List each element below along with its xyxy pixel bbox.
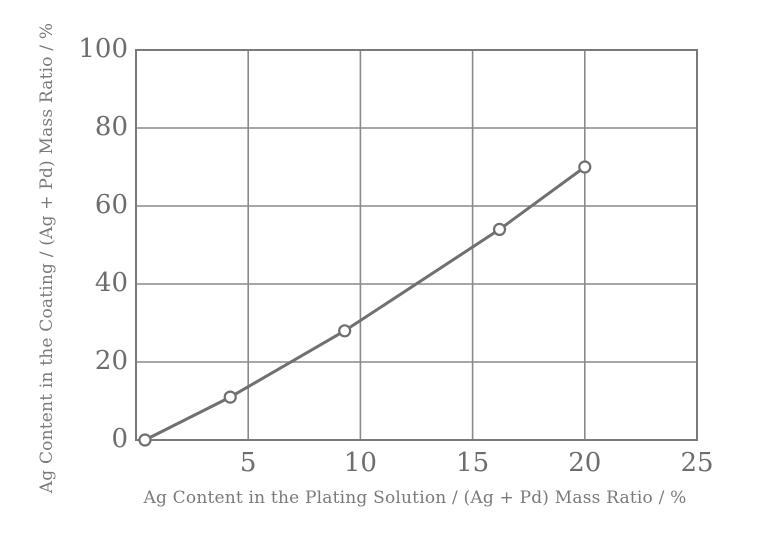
data-point-marker bbox=[578, 160, 592, 174]
data-point-marker bbox=[492, 222, 507, 236]
y-tick-label: 80 bbox=[94, 112, 128, 142]
y-tick-label: 100 bbox=[78, 34, 128, 64]
y-axis-label: Ag Content in the Coating / (Ag + Pd) Ma… bbox=[37, 22, 57, 494]
grid-lines bbox=[136, 49, 698, 441]
y-tick-label: 60 bbox=[94, 190, 128, 220]
data-point-marker bbox=[223, 390, 237, 404]
series-line bbox=[144, 165, 586, 442]
data-point-marker bbox=[338, 324, 352, 338]
y-tick-label: 40 bbox=[94, 268, 128, 298]
data-point-marker bbox=[138, 433, 152, 447]
x-tick-label: 20 bbox=[568, 448, 602, 478]
x-axis-label: Ag Content in the Plating Solution / (Ag… bbox=[143, 488, 687, 508]
y-tick-label: 0 bbox=[111, 424, 128, 454]
x-tick-label: 15 bbox=[456, 448, 490, 478]
axes-border bbox=[135, 49, 698, 441]
data-series bbox=[138, 160, 592, 447]
y-tick-label: 20 bbox=[94, 346, 128, 376]
x-tick-label: 25 bbox=[680, 448, 714, 478]
x-tick-label: 5 bbox=[239, 448, 257, 478]
axes-frame bbox=[135, 49, 698, 441]
x-tick-label: 10 bbox=[343, 448, 377, 478]
